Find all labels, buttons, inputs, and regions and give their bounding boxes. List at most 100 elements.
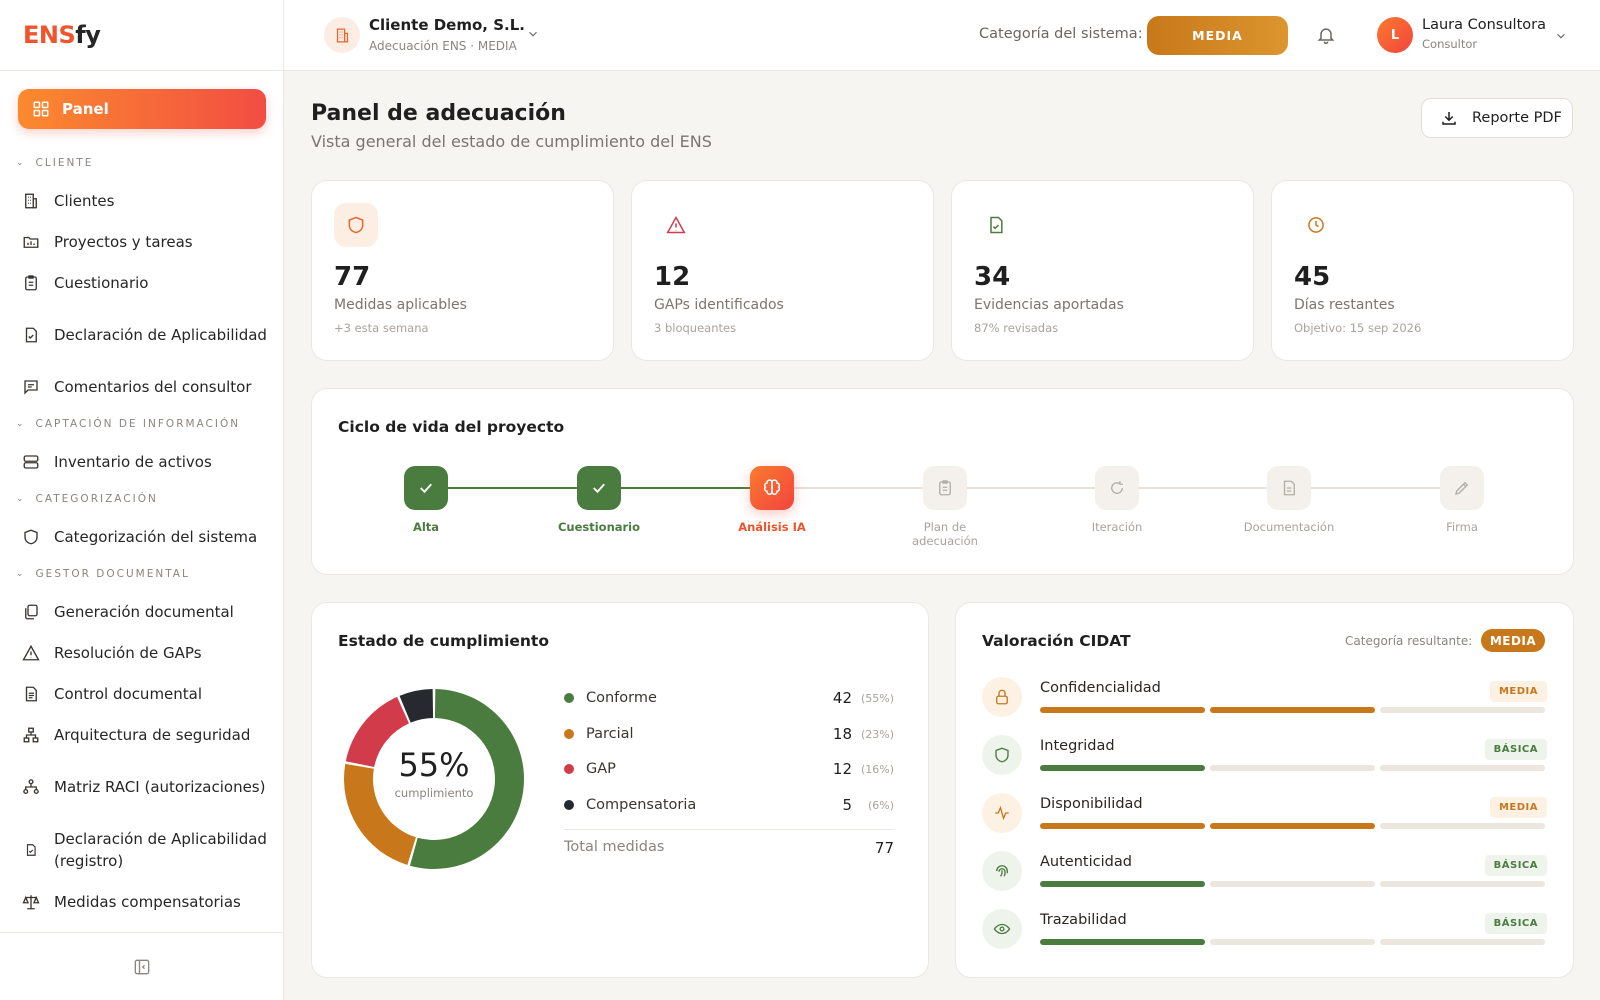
bell-icon[interactable] (1316, 25, 1336, 45)
cidat-level-segment (1210, 939, 1375, 945)
user-name[interactable]: Laura Consultora (1422, 17, 1546, 33)
lifecycle-step-documentacion[interactable] (1267, 466, 1311, 510)
page-title: Panel de adecuación (311, 101, 566, 126)
file-check-icon (974, 203, 1018, 247)
check-icon (593, 483, 605, 494)
lifecycle-step-alta[interactable] (404, 466, 448, 510)
cidat-dimension-name: Integridad (1040, 738, 1115, 754)
activity-icon (982, 793, 1022, 833)
cidat-level-segment (1380, 881, 1545, 887)
sidebar-item-categorizacion[interactable]: Categorización del sistema (0, 516, 284, 557)
cidat-level-segment (1380, 765, 1545, 771)
cidat-level-segment (1040, 707, 1205, 713)
chevron-down-icon[interactable] (526, 27, 540, 41)
client-subtitle: Adecuación ENS · MEDIA (369, 39, 517, 53)
section-captacion[interactable]: ⌄ CAPTACIÓN DE INFORMACIÓN (16, 418, 241, 430)
lifecycle-label: Documentación (1243, 520, 1335, 534)
shield-icon (982, 735, 1022, 775)
check-icon (420, 483, 432, 494)
sidebar-footer (0, 932, 284, 1000)
grid-icon (33, 101, 49, 117)
network-icon (23, 727, 39, 742)
stat-value: 77 (334, 262, 371, 292)
lifecycle-step-analisis[interactable] (750, 466, 794, 510)
nav-panel-button[interactable]: Panel (18, 89, 266, 129)
cidat-result-label: Categoría resultante: (1345, 634, 1473, 648)
cidat-level-segment (1040, 765, 1205, 771)
lock-icon (982, 677, 1022, 717)
lifecycle-card: Ciclo de vida del proyecto Alta Cuestion… (311, 388, 1574, 575)
user-role: Consultor (1422, 37, 1478, 51)
sidebar-item-generacion[interactable]: Generación documental (0, 591, 284, 632)
lifecycle-title: Ciclo de vida del proyecto (338, 418, 565, 436)
sidebar-item-comentarios[interactable]: Comentarios del consultor (0, 366, 284, 407)
compliance-donut-chart (344, 689, 524, 869)
clipboard-icon (25, 274, 37, 290)
donut-slice-gap (345, 696, 409, 767)
section-gestor[interactable]: ⌄ GESTOR DOCUMENTAL (16, 568, 190, 580)
lifecycle-label: Plan de adecuación (912, 520, 978, 548)
refresh-icon (1111, 481, 1123, 494)
category-badge[interactable]: MEDIA (1147, 16, 1288, 55)
sidebar-item-declaracion-registro[interactable]: Declaración de Aplicabilidad (registro) (0, 818, 284, 881)
lifecycle-step-firma[interactable] (1440, 466, 1484, 510)
lifecycle-step-plan[interactable] (923, 466, 967, 510)
file-text-icon (25, 686, 37, 701)
sidebar-item-compensatorias[interactable]: Medidas compensatorias (0, 881, 284, 922)
client-avatar[interactable] (324, 17, 360, 53)
lifecycle-step-iteracion[interactable] (1095, 466, 1139, 510)
sidebar-item-arquitectura[interactable]: Arquitectura de seguridad (0, 714, 284, 755)
legend-row-gap: GAP 12 (16%) (564, 758, 894, 780)
nav-panel-label: Panel (62, 100, 109, 118)
cidat-dimension-name: Autenticidad (1040, 854, 1132, 870)
lifecycle-connector (793, 487, 923, 489)
section-categorizacion[interactable]: ⌄ CATEGORIZACIÓN (16, 493, 158, 505)
collapse-sidebar-icon[interactable] (132, 957, 152, 977)
org-chart-icon (23, 778, 39, 794)
sidebar-item-declaracion[interactable]: Declaración de Aplicabilidad (0, 303, 284, 366)
compliance-card: Estado de cumplimiento 55% cumplimiento … (311, 602, 929, 978)
lifecycle-connector (1310, 487, 1440, 489)
chevron-down-icon: ⌄ (16, 158, 26, 168)
legend-dot (564, 693, 574, 703)
cidat-title: Valoración CIDAT (982, 632, 1131, 650)
stat-note: 87% revisadas (974, 321, 1059, 335)
sidebar-item-clientes[interactable]: Clientes (0, 180, 284, 221)
scale-icon (22, 894, 40, 909)
stat-note: +3 esta semana (334, 321, 429, 335)
lifecycle-step-cuestionario[interactable] (577, 466, 621, 510)
shield-icon (334, 203, 378, 247)
lifecycle-label: Iteración (1091, 520, 1143, 534)
lifecycle-label: Firma (1446, 520, 1478, 534)
stat-label: Evidencias aportadas (974, 297, 1124, 313)
sidebar-item-raci[interactable]: Matriz RACI (autorizaciones) (0, 755, 284, 818)
cidat-level-segment (1210, 881, 1375, 887)
total-label: Total medidas (564, 839, 665, 855)
legend-row-parcial: Parcial 18 (23%) (564, 723, 894, 745)
server-icon (23, 454, 39, 469)
section-cliente[interactable]: ⌄ CLIENTE (16, 157, 94, 169)
client-name[interactable]: Cliente Demo, S.L. (369, 16, 525, 34)
file-check-icon (25, 327, 37, 342)
lifecycle-connector (448, 487, 577, 489)
stat-card-dias: 45 Días restantes Objetivo: 15 sep 2026 (1271, 180, 1574, 361)
warning-icon (22, 644, 40, 660)
pdf-report-button[interactable]: Reporte PDF (1421, 98, 1573, 138)
cidat-result-badge: MEDIA (1481, 629, 1545, 652)
stat-value: 45 (1294, 262, 1331, 292)
cidat-level-badge: BÁSICA (1484, 855, 1547, 876)
cidat-level-segment (1380, 707, 1545, 713)
sidebar-item-control[interactable]: Control documental (0, 673, 284, 714)
sidebar-item-cuestionario[interactable]: Cuestionario (0, 262, 284, 303)
cidat-level-segment (1040, 823, 1205, 829)
user-avatar[interactable]: L (1377, 17, 1413, 53)
chevron-down-icon[interactable] (1554, 29, 1568, 43)
sidebar-item-gaps[interactable]: Resolución de GAPs (0, 632, 284, 673)
sidebar-item-proyectos[interactable]: Proyectos y tareas (0, 221, 284, 262)
app-logo[interactable]: ENSfy (23, 21, 101, 49)
donut-slice-compensatoria (399, 689, 434, 723)
cidat-level-badge: MEDIA (1489, 681, 1547, 702)
donut-slice-conforme (409, 689, 524, 869)
cidat-level-segment (1040, 939, 1205, 945)
sidebar-item-inventario[interactable]: Inventario de activos (0, 441, 284, 482)
